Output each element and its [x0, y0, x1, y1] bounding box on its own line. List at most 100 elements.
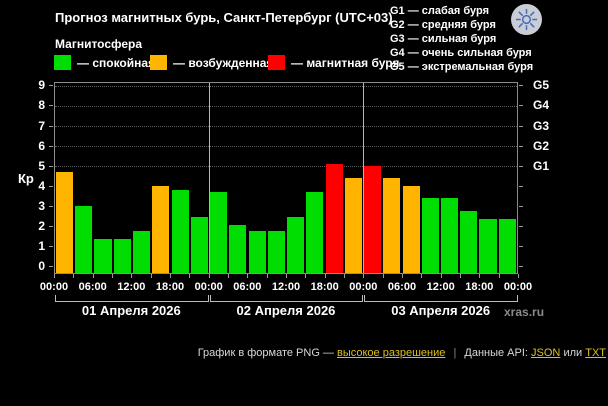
x-tick-label: 12:00 [426, 281, 455, 293]
kp-bar [344, 177, 362, 273]
x-tick-label: 00:00 [39, 281, 69, 293]
legend-item-storm: — магнитная буря [268, 55, 399, 70]
x-tick-mark [363, 274, 365, 278]
y-tick-mark-right [519, 125, 523, 127]
legend-label-quiet: — спокойная [77, 55, 156, 70]
y-tick-mark-right [519, 245, 523, 247]
kp-bar [383, 177, 401, 273]
kp-bar [229, 225, 247, 273]
json-link[interactable]: JSON [531, 347, 561, 359]
kp-bar [94, 239, 112, 273]
x-tick-mark [382, 274, 384, 278]
y-tick-mark-left [49, 85, 53, 87]
y-tick-mark-left [49, 245, 53, 247]
y-tick-mark-left [49, 125, 53, 127]
kp-bar [267, 231, 285, 273]
kp-bar [132, 231, 151, 273]
x-tick-mark [479, 274, 481, 278]
y-tick-mark-left [49, 185, 53, 187]
kp-bar [75, 205, 93, 273]
kp-bar [479, 219, 497, 273]
y-tick-mark-left [49, 105, 53, 107]
x-tick-mark [440, 274, 442, 278]
x-tick-label: 18:00 [310, 281, 339, 293]
g-legend-line-g4: G4 — очень сильная буря [390, 47, 532, 59]
g-level-label: G1 [532, 158, 549, 173]
kp-gridline [55, 126, 517, 128]
y-tick-label: 0 [38, 258, 45, 273]
g-level-label: G4 [532, 98, 549, 113]
kp-gridline [55, 145, 517, 147]
kp-gridline [55, 86, 517, 88]
hires-link[interactable]: высокое разрешение [337, 347, 446, 359]
y-tick-label: 3 [38, 198, 45, 213]
api-label: Данные API: [464, 347, 528, 359]
x-tick-label: 12:00 [117, 281, 146, 293]
x-tick-mark [402, 274, 403, 278]
kp-bar [248, 231, 266, 273]
kp-bar [56, 171, 74, 273]
legend-item-excited: — возбужденная [150, 55, 273, 70]
x-tick-mark [286, 274, 287, 278]
footer-separator: | [453, 347, 457, 359]
kp-color-legend: — спокойная — возбужденная — магнитная б… [0, 55, 608, 73]
legend-label-excited: — возбужденная [173, 55, 274, 70]
kp-bar [441, 197, 459, 273]
g-legend-line-g2: G2 — средняя буря [390, 19, 496, 31]
kp-bar [190, 217, 208, 273]
y-tick-label: 1 [38, 238, 45, 253]
x-tick-mark [266, 274, 268, 278]
kp-bar [287, 217, 305, 273]
kp-bar [306, 191, 324, 273]
kp-bar [209, 191, 228, 273]
x-tick-mark [228, 274, 229, 278]
x-tick-label: 00:00 [503, 281, 533, 293]
y-tick-label: 4 [38, 178, 45, 193]
y-tick-mark-right [519, 85, 523, 87]
y-tick-label: 2 [38, 218, 45, 233]
y-tick-mark-right [519, 105, 523, 107]
y-tick-label: 7 [38, 118, 45, 133]
x-tick-mark [73, 274, 75, 278]
kp-bar [498, 219, 516, 273]
y-tick-mark-right [519, 225, 523, 227]
y-tick-label: 6 [38, 138, 45, 153]
kp-gridline [55, 165, 517, 167]
legend-item-quiet: — спокойная [54, 55, 155, 70]
x-tick-label: 06:00 [78, 281, 107, 293]
txt-link[interactable]: TXT [585, 347, 606, 359]
x-tick-mark [344, 274, 345, 278]
x-tick-mark [324, 274, 326, 278]
day-date-label: 03 Апреля 2026 [391, 303, 491, 318]
y-tick-mark-left [49, 145, 53, 147]
kp-bar [402, 185, 420, 273]
day-bracket [55, 295, 209, 302]
x-tick-label: 06:00 [387, 281, 417, 293]
xras-logo-icon [511, 4, 542, 35]
kp-gridline [55, 106, 517, 108]
g-level-label: G5 [532, 78, 549, 93]
plot-area [54, 82, 518, 274]
magnetosphere-label: Магнитосфера [55, 37, 143, 51]
x-tick-mark [247, 274, 249, 278]
y-axis-label: Кр [18, 171, 34, 186]
x-tick-mark [421, 274, 423, 278]
y-tick-label: 8 [38, 98, 45, 113]
kp-bar [421, 197, 439, 273]
y-tick-mark-right [519, 185, 523, 187]
x-tick-mark [189, 274, 191, 278]
watermark: xras.ru [504, 305, 545, 319]
g-legend-line-g1: G1 — слабая буря [390, 5, 490, 17]
x-tick-label: 06:00 [233, 281, 262, 293]
day-date-label: 02 Апреля 2026 [236, 303, 336, 318]
x-tick-mark [518, 274, 519, 278]
g-legend-line-g3: G3 — сильная буря [390, 33, 497, 45]
y-tick-mark-left [49, 265, 53, 267]
day-date-label: 01 Апреля 2026 [81, 303, 181, 318]
kp-bar [363, 165, 382, 273]
snowflake-emblem-icon [515, 8, 538, 31]
page-title: Прогноз магнитных бурь, Санкт-Петербург … [55, 10, 393, 25]
x-tick-mark [112, 274, 113, 278]
kp-bar [171, 189, 189, 273]
